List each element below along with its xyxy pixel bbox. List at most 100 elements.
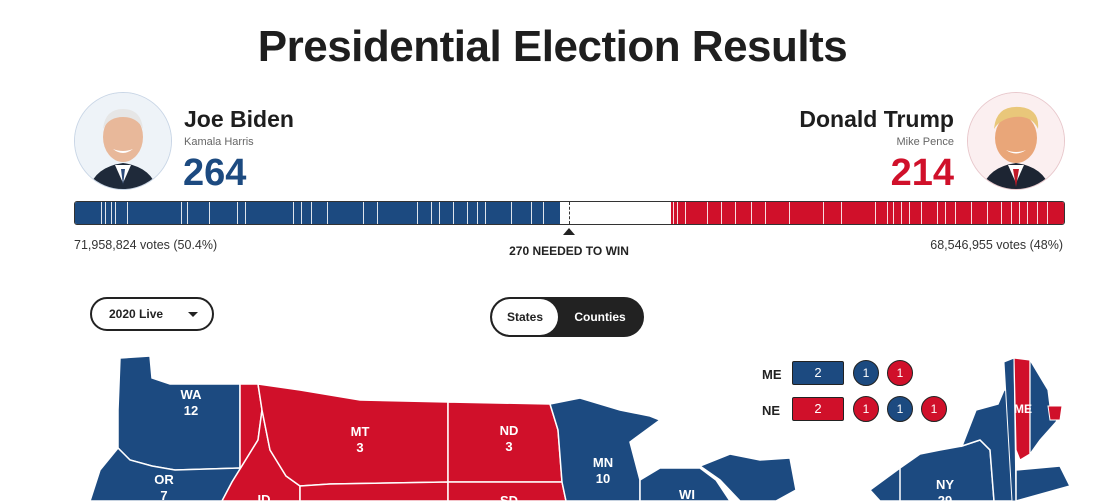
bar-state-divider bbox=[1047, 202, 1048, 224]
year-select-value: 2020 Live bbox=[109, 307, 164, 321]
bar-state-divider bbox=[327, 202, 328, 224]
dem-bar-segment bbox=[75, 202, 560, 224]
trump-avatar bbox=[967, 92, 1065, 190]
bar-state-divider bbox=[111, 202, 112, 224]
label-wa-ev: 12 bbox=[184, 403, 198, 418]
bar-state-divider bbox=[765, 202, 766, 224]
bar-state-divider bbox=[477, 202, 478, 224]
bar-state-divider bbox=[101, 202, 102, 224]
bar-state-divider bbox=[875, 202, 876, 224]
rep-electoral-votes: 214 bbox=[890, 152, 954, 194]
bar-state-divider bbox=[417, 202, 418, 224]
state-sd bbox=[447, 481, 567, 501]
bar-state-divider bbox=[293, 202, 294, 224]
bar-state-divider bbox=[945, 202, 946, 224]
bar-state-divider bbox=[1019, 202, 1020, 224]
label-id: ID bbox=[258, 492, 271, 501]
threshold-marker-icon bbox=[563, 228, 575, 235]
toggle-counties[interactable]: Counties bbox=[574, 310, 626, 324]
bar-state-divider bbox=[187, 202, 188, 224]
bar-state-divider bbox=[127, 202, 128, 224]
needed-to-win-label: 270 NEEDED TO WIN bbox=[509, 244, 629, 258]
ne-district-3[interactable]: 1 bbox=[921, 396, 947, 422]
ne-district-1[interactable]: 1 bbox=[853, 396, 879, 422]
toggle-states[interactable]: States bbox=[492, 299, 558, 335]
label-ny-ev: 29 bbox=[938, 493, 952, 501]
candidate-photo-icon bbox=[75, 93, 171, 189]
bar-state-divider bbox=[237, 202, 238, 224]
bar-state-divider bbox=[377, 202, 378, 224]
label-ny: NY bbox=[936, 477, 954, 492]
bar-state-divider bbox=[937, 202, 938, 224]
rep-running-mate: Mike Pence bbox=[896, 136, 954, 148]
bar-state-divider bbox=[909, 202, 910, 224]
candidate-photo-icon bbox=[968, 93, 1064, 189]
bar-state-divider bbox=[181, 202, 182, 224]
bar-state-divider bbox=[955, 202, 956, 224]
label-or: OR bbox=[154, 472, 174, 487]
me-statewide-box[interactable]: 2 bbox=[792, 361, 844, 385]
bar-state-divider bbox=[543, 202, 544, 224]
dem-electoral-votes: 264 bbox=[183, 152, 247, 194]
state-mn bbox=[549, 397, 662, 501]
bar-state-divider bbox=[453, 202, 454, 224]
bar-state-divider bbox=[987, 202, 988, 224]
state-wy bbox=[299, 481, 449, 501]
us-map: WA 12 OR 7 ID MT 3 ND 3 SD MN 10 WI NY 2… bbox=[89, 355, 1072, 501]
label-wi: WI bbox=[679, 487, 695, 501]
label-mt: MT bbox=[351, 424, 370, 439]
bar-state-divider bbox=[115, 202, 116, 224]
bar-state-divider bbox=[209, 202, 210, 224]
bar-state-divider bbox=[1027, 202, 1028, 224]
bar-state-divider bbox=[677, 202, 678, 224]
dem-popular-votes: 71,958,824 votes (50.4%) bbox=[74, 238, 218, 252]
bar-state-divider bbox=[301, 202, 302, 224]
bar-state-divider bbox=[439, 202, 440, 224]
bar-state-divider bbox=[1037, 202, 1038, 224]
me-district-2[interactable]: 1 bbox=[887, 360, 913, 386]
electoral-vote-bar bbox=[74, 201, 1065, 225]
bar-state-divider bbox=[971, 202, 972, 224]
state-wi bbox=[639, 467, 731, 501]
bar-state-divider bbox=[721, 202, 722, 224]
bar-state-divider bbox=[531, 202, 532, 224]
bar-state-divider bbox=[431, 202, 432, 224]
label-wa: WA bbox=[181, 387, 203, 402]
view-toggle[interactable]: States Counties bbox=[490, 297, 644, 337]
label-mn-ev: 10 bbox=[596, 471, 610, 486]
rep-bar-segment bbox=[671, 202, 1064, 224]
ne-district-label: NE bbox=[762, 403, 781, 418]
state-me-cd2 bbox=[1013, 357, 1031, 461]
ne-district-2[interactable]: 1 bbox=[887, 396, 913, 422]
label-me: ME bbox=[1014, 402, 1032, 416]
bar-state-divider bbox=[751, 202, 752, 224]
label-nd: ND bbox=[500, 423, 519, 438]
bar-state-divider bbox=[841, 202, 842, 224]
bar-state-divider bbox=[105, 202, 106, 224]
rep-candidate-name: Donald Trump bbox=[799, 106, 954, 132]
state-ma bbox=[1015, 465, 1072, 501]
dem-running-mate: Kamala Harris bbox=[184, 136, 254, 148]
dem-candidate-name: Joe Biden bbox=[184, 106, 294, 132]
bar-state-divider bbox=[673, 202, 674, 224]
bar-state-divider bbox=[921, 202, 922, 224]
bar-state-divider bbox=[789, 202, 790, 224]
bar-state-divider bbox=[901, 202, 902, 224]
state-me-west bbox=[1003, 357, 1017, 501]
label-mt-ev: 3 bbox=[356, 440, 363, 455]
state-mi bbox=[698, 453, 797, 501]
page-title: Presidential Election Results bbox=[257, 22, 848, 71]
me-district-1[interactable]: 1 bbox=[853, 360, 879, 386]
label-mn: MN bbox=[593, 455, 613, 470]
biden-avatar bbox=[74, 92, 172, 190]
threshold-line bbox=[569, 202, 570, 224]
ne-statewide-box[interactable]: 2 bbox=[792, 397, 844, 421]
bar-state-divider bbox=[485, 202, 486, 224]
bar-state-divider bbox=[311, 202, 312, 224]
label-sd: SD bbox=[500, 493, 518, 501]
year-select[interactable]: 2020 Live bbox=[90, 297, 214, 331]
label-or-ev: 7 bbox=[160, 488, 167, 501]
state-me-coast bbox=[1047, 405, 1063, 421]
bar-state-divider bbox=[685, 202, 686, 224]
bar-state-divider bbox=[467, 202, 468, 224]
